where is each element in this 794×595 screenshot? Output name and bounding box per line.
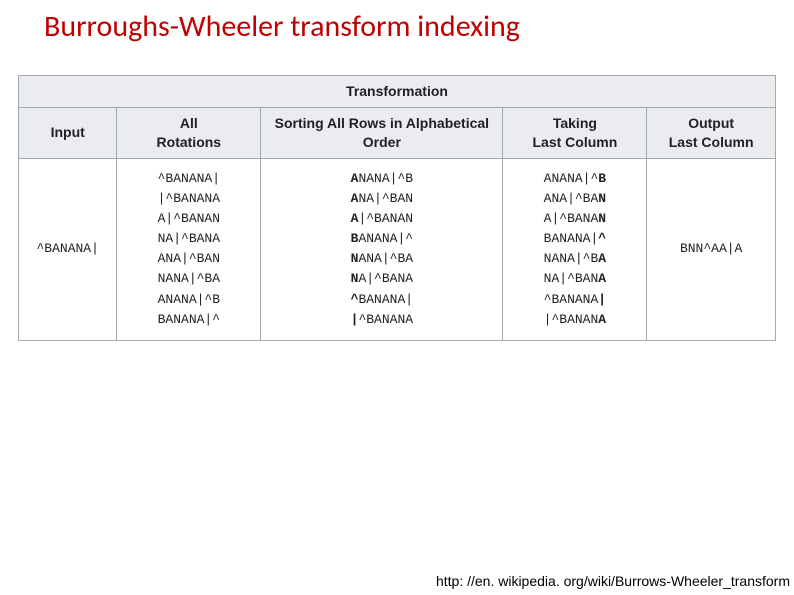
cell-input: ^BANANA| [19,158,117,340]
sorting-text: ANANA|^B ANA|^BAN A|^BANAN BANANA|^ NANA… [269,169,494,330]
slide-title: Burroughs-Wheeler transform indexing [0,0,794,45]
cell-sorting: ANANA|^B ANA|^BAN A|^BANAN BANANA|^ NANA… [261,158,503,340]
rotations-text: ^BANANA| |^BANANA A|^BANAN NA|^BANA ANA|… [125,169,252,330]
table-container: Transformation Input AllRotations Sortin… [18,75,776,341]
cell-taking: ANANA|^B ANA|^BAN A|^BANAN BANANA|^ NANA… [503,158,647,340]
col-header-taking: TakingLast Column [503,107,647,158]
footer-source-url: http: //en. wikipedia. org/wiki/Burrows-… [436,573,790,589]
cell-output: BNN^AA|A [647,158,776,340]
output-text: BNN^AA|A [655,239,767,259]
col-header-sorting: Sorting All Rows in AlphabeticalOrder [261,107,503,158]
cell-rotations: ^BANANA| |^BANANA A|^BANAN NA|^BANA ANA|… [117,158,261,340]
col-header-output: OutputLast Column [647,107,776,158]
bwt-table: Transformation Input AllRotations Sortin… [18,75,776,341]
taking-text: ANANA|^B ANA|^BAN A|^BANAN BANANA|^ NANA… [511,169,638,330]
table-super-header: Transformation [19,76,776,108]
col-header-rotations: AllRotations [117,107,261,158]
col-header-input: Input [19,107,117,158]
input-text: ^BANANA| [27,239,108,259]
